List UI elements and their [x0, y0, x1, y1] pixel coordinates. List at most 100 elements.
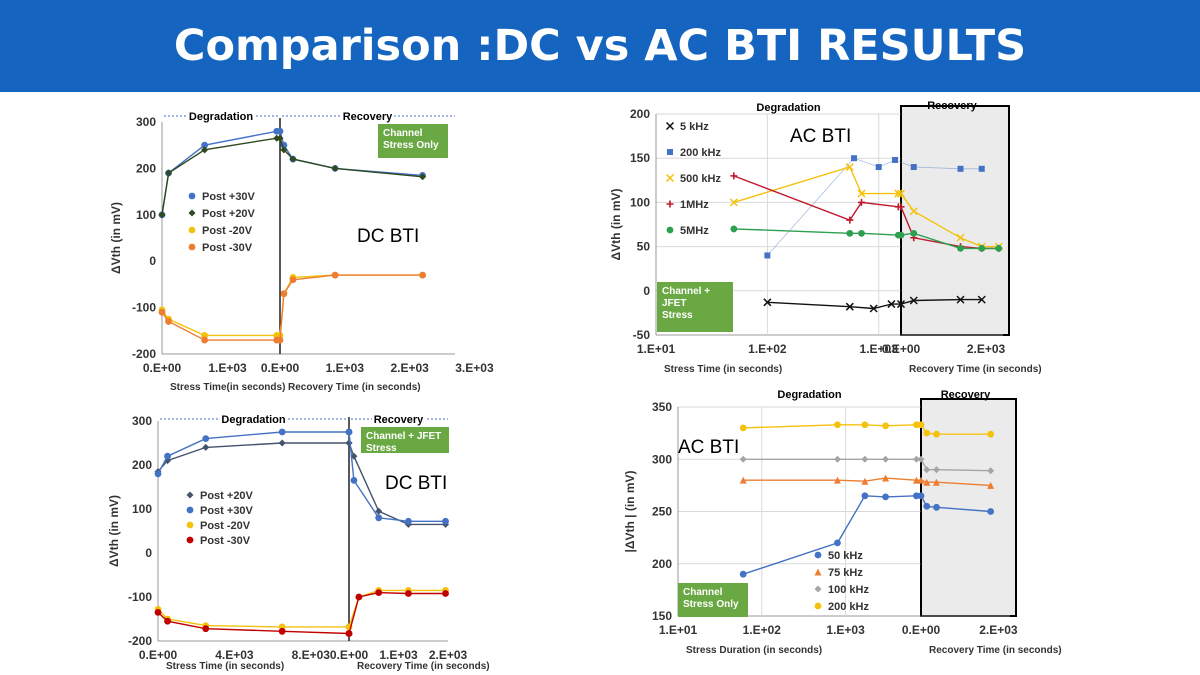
x-tick-label: 1.E+03 [860, 342, 899, 356]
series-line [161, 274, 423, 341]
data-point [957, 165, 964, 172]
data-point [833, 455, 841, 463]
data-point [729, 198, 738, 207]
data-point [201, 146, 209, 154]
data-point [201, 141, 209, 149]
y-tick-label: 300 [132, 414, 152, 428]
data-point [957, 244, 964, 252]
data-point [917, 455, 925, 463]
note-box [378, 124, 448, 158]
y-tick-label: -50 [633, 328, 651, 342]
legend-entry: 5 kHz [680, 121, 709, 133]
data-point [202, 625, 210, 633]
legend-entry: 200 kHz [680, 147, 721, 159]
x-tick-label: 8.E+03 [292, 648, 331, 662]
y-tick-label: 250 [652, 505, 672, 519]
x-tick-label: 1.E+03 [379, 648, 418, 662]
legend-marker [188, 209, 196, 217]
x-axis-label-recovery: Recovery Time (in seconds) [929, 645, 1062, 656]
data-point [442, 590, 449, 597]
note-box [678, 583, 748, 617]
ac-bti-jfet-chart: 200 150 100 50 0 -501.E+01 1.E+02 1.E+030.E+00 2… [609, 100, 1042, 375]
phase-label-recovery: Recovery [343, 111, 393, 123]
legend-entry: Post +30V [200, 505, 254, 517]
legend-marker [814, 551, 822, 559]
data-point [917, 421, 925, 429]
note-box-text: Channel + [662, 286, 710, 297]
x-axis-label-stress: Stress Time (in seconds) [664, 364, 782, 375]
data-point [355, 593, 363, 601]
y-tick-label: 200 [136, 161, 156, 175]
phase-label-recovery: Recovery [941, 389, 991, 401]
data-point [278, 428, 286, 436]
phase-label-degradation: Degradation [221, 414, 285, 426]
x-tick-label: 4.E+03 [215, 648, 254, 662]
data-point [845, 302, 854, 311]
x-tick-label: 3.E+03 [455, 361, 494, 375]
phase-label-degradation: Degradation [756, 102, 820, 114]
data-point [833, 476, 841, 484]
data-point [289, 276, 297, 284]
x-axis-label-recovery: Recovery Time (in seconds) [288, 382, 421, 393]
legend-marker [814, 568, 822, 576]
data-point [331, 164, 339, 172]
data-point [202, 435, 210, 442]
data-point [158, 211, 166, 219]
x-axis-label-stress: Stress Time (in seconds) [166, 661, 284, 672]
x-axis-label-stress: Stress Duration (in seconds) [686, 645, 822, 656]
x-tick-label: 0.E+00 [902, 623, 941, 637]
phase-label-recovery: Recovery [374, 414, 424, 426]
note-box [361, 427, 449, 453]
data-point [730, 172, 738, 180]
data-point [154, 609, 162, 616]
x-tick-label: 0.E+00 [330, 648, 369, 662]
legend-marker [186, 521, 194, 529]
data-point [834, 539, 841, 547]
phase-label-recovery: Recovery [927, 100, 977, 112]
data-point [164, 617, 171, 625]
y-tick-label: -200 [128, 634, 152, 648]
legend-marker [666, 200, 674, 208]
y-tick-label: 300 [136, 115, 156, 129]
data-point [933, 503, 940, 511]
data-point [345, 428, 353, 436]
note-box-text: Stress Only [683, 599, 739, 610]
note-box-text: Channel [383, 128, 423, 139]
y-axis-label: ΔVth (in mV) [109, 202, 123, 274]
legend-entry: 5MHz [680, 225, 709, 237]
data-point [882, 455, 890, 463]
data-point [276, 127, 284, 135]
data-point [845, 163, 854, 172]
data-point [375, 514, 383, 522]
data-point [987, 481, 995, 489]
data-point [739, 570, 747, 578]
x-axis-label-recovery: Recovery Time (in seconds) [909, 364, 1042, 375]
y-tick-label: 350 [652, 400, 672, 414]
data-point [917, 492, 925, 500]
y-tick-label: 200 [132, 458, 152, 472]
legend-marker [665, 121, 675, 131]
y-tick-label: 0 [145, 546, 152, 560]
data-point [894, 189, 903, 198]
note-box [657, 282, 733, 332]
data-point [977, 295, 986, 304]
note-box-text: Stress [662, 310, 693, 321]
data-point [345, 439, 353, 447]
data-point [987, 508, 995, 515]
data-point [896, 189, 906, 198]
data-point [375, 507, 383, 515]
title-bar: Comparison :DC vs AC BTI RESULTS [0, 0, 1200, 92]
data-point [419, 173, 427, 181]
legend-marker [188, 226, 196, 234]
data-point [857, 189, 866, 198]
data-point [280, 290, 288, 298]
legend-entry: Post -20V [200, 520, 251, 532]
data-point [405, 590, 412, 597]
phase-label-degradation: Degradation [777, 389, 841, 401]
x-tick-label: 1.E+03 [326, 361, 365, 375]
x-tick-label: 0.E+00 [261, 361, 300, 375]
data-point [923, 466, 931, 474]
data-point [978, 244, 986, 252]
